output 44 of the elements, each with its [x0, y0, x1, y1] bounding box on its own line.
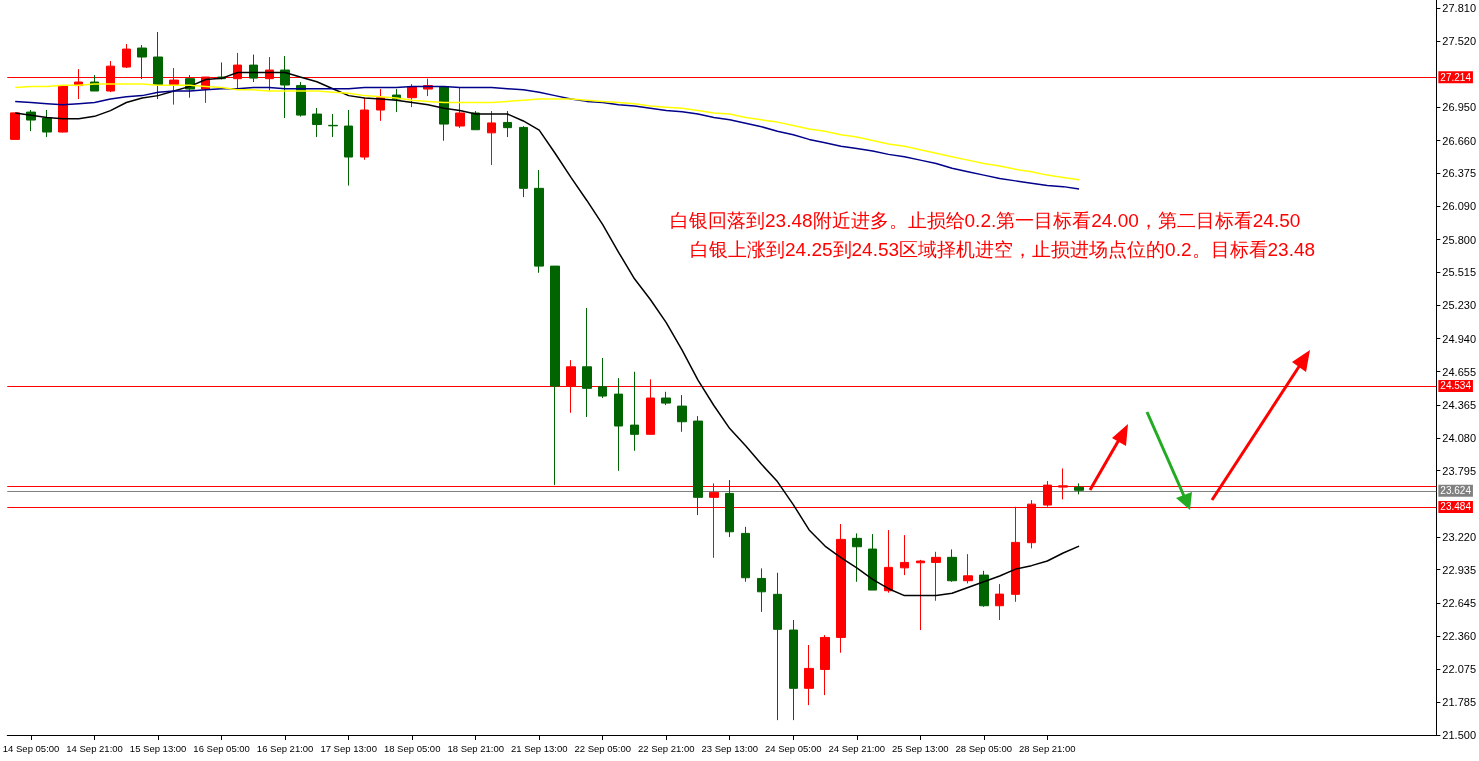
- y-tick-label: 22.075: [1442, 662, 1477, 675]
- ref-line-label: 23.484: [1440, 501, 1472, 513]
- x-tick-label: 25 Sep 13:00: [892, 742, 949, 754]
- y-tick-label: 21.500: [1442, 729, 1477, 741]
- x-tick-label: 28 Sep 21:00: [1019, 742, 1076, 754]
- y-tick-label: 22.645: [1442, 597, 1477, 610]
- x-tick-label: 24 Sep 21:00: [828, 742, 886, 754]
- x-tick-label: 22 Sep 05:00: [574, 742, 631, 754]
- y-tick-label: 21.785: [1442, 696, 1477, 709]
- ref-line-label: 27.214: [1440, 71, 1472, 83]
- y-tick-label: 24.655: [1442, 365, 1477, 378]
- x-tick-label: 28 Sep 05:00: [955, 742, 1013, 754]
- ref-line-label: 24.534: [1440, 380, 1472, 392]
- y-tick-label: 23.795: [1442, 464, 1477, 477]
- y-tick-label: 26.660: [1442, 134, 1477, 147]
- x-tick-label: 15 Sep 13:00: [129, 742, 187, 754]
- annotation: 白银回落到23.48附近进多。止损给0.2.第一目标看24.00，第二目标看24.50: [670, 210, 1301, 231]
- x-tick-label: 21 Sep 13:00: [510, 742, 568, 754]
- y-tick-label: 22.360: [1442, 629, 1477, 642]
- annotation: 白银上涨到24.25到24.53区域择机进空，止损进场点位的0.2。目标看23.48: [690, 239, 1316, 260]
- x-tick-label: 14 Sep 05:00: [2, 742, 60, 754]
- y-tick-label: 23.220: [1442, 530, 1477, 543]
- y-tick-label: 26.090: [1442, 200, 1477, 213]
- y-tick-label: 27.520: [1442, 35, 1477, 48]
- y-tick-label: 25.515: [1442, 266, 1477, 279]
- y-tick-label: 24.940: [1442, 332, 1477, 345]
- y-tick-label: 24.365: [1442, 398, 1477, 411]
- ref-line-label: 23.624: [1440, 485, 1472, 497]
- y-tick-label: 24.080: [1442, 431, 1477, 444]
- y-tick-label: 25.800: [1442, 233, 1477, 246]
- x-tick-label: 14 Sep 21:00: [66, 742, 123, 754]
- x-tick-label: 18 Sep 21:00: [447, 742, 504, 754]
- y-tick-label: 22.935: [1442, 563, 1477, 576]
- x-tick-label: 17 Sep 13:00: [320, 742, 377, 754]
- y-tick-label: 27.810: [1442, 2, 1477, 15]
- y-tick-label: 26.375: [1442, 167, 1477, 180]
- y-tick-label: 26.950: [1442, 101, 1477, 114]
- x-tick-label: 16 Sep 21:00: [256, 742, 314, 754]
- x-tick-label: 22 Sep 21:00: [637, 742, 695, 754]
- y-tick-label: 25.230: [1442, 299, 1477, 312]
- x-tick-label: 16 Sep 05:00: [193, 742, 250, 754]
- x-tick-label: 18 Sep 05:00: [383, 742, 441, 754]
- x-tick-label: 24 Sep 05:00: [765, 742, 822, 754]
- x-tick-label: 23 Sep 13:00: [701, 742, 759, 754]
